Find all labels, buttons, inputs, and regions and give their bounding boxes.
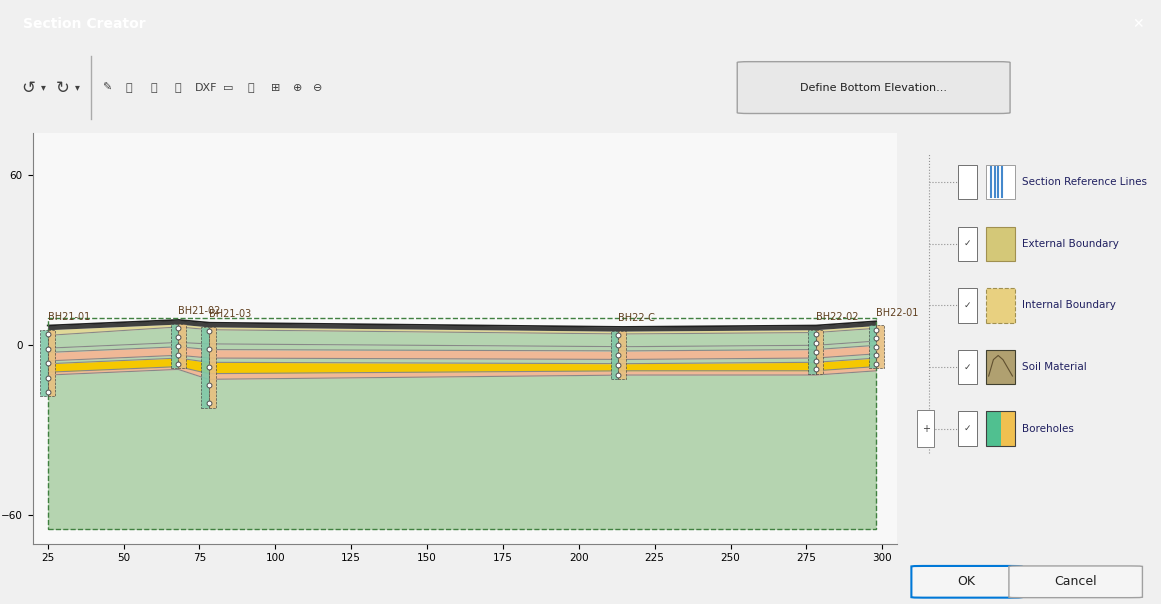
Text: 🗑: 🗑: [125, 83, 132, 92]
Text: ✓: ✓: [964, 362, 971, 371]
Text: ⊕: ⊕: [293, 83, 302, 92]
Bar: [41, 330, 48, 396]
Bar: [958, 411, 976, 446]
FancyBboxPatch shape: [737, 62, 1010, 114]
Text: ✓: ✓: [964, 424, 971, 433]
FancyBboxPatch shape: [911, 566, 1022, 598]
Text: ▾: ▾: [41, 83, 45, 92]
Bar: [958, 288, 976, 323]
Bar: [201, 327, 209, 408]
Bar: [958, 350, 976, 384]
Text: BH21-03: BH21-03: [209, 309, 251, 319]
Bar: [619, 331, 626, 379]
Bar: [987, 411, 1015, 446]
Text: Section Creator: Section Creator: [23, 17, 146, 31]
Text: Section Reference Lines: Section Reference Lines: [1022, 177, 1147, 187]
Bar: [987, 226, 1015, 261]
Text: ▾: ▾: [75, 83, 80, 92]
Text: 🗑: 🗑: [174, 83, 181, 92]
Bar: [958, 226, 976, 261]
Bar: [611, 331, 619, 379]
Bar: [958, 165, 976, 199]
Text: BH22-02: BH22-02: [815, 312, 858, 322]
Text: 🖥: 🖥: [247, 83, 254, 92]
Text: BH22-C: BH22-C: [619, 313, 655, 323]
Text: Boreholes: Boreholes: [1022, 423, 1074, 434]
Text: ↻: ↻: [56, 79, 70, 97]
Text: BH21-02: BH21-02: [178, 306, 221, 316]
Text: Cancel: Cancel: [1054, 575, 1096, 588]
Bar: [987, 288, 1015, 323]
Text: DXF: DXF: [195, 83, 217, 92]
Text: Define Bottom Elevation...: Define Bottom Elevation...: [800, 83, 946, 92]
Bar: [987, 350, 1015, 384]
Text: Soil Material: Soil Material: [1022, 362, 1087, 372]
Text: +: +: [922, 423, 930, 434]
Bar: [209, 327, 216, 408]
Text: ⊞: ⊞: [271, 83, 280, 92]
Text: OK: OK: [957, 575, 975, 588]
Text: ✎: ✎: [102, 83, 111, 92]
Text: ↺: ↺: [21, 79, 35, 97]
Text: ⊖: ⊖: [313, 83, 323, 92]
Text: External Boundary: External Boundary: [1022, 239, 1119, 249]
Bar: [987, 411, 1001, 446]
Bar: [171, 324, 178, 368]
Bar: [987, 165, 1015, 199]
Text: ▭: ▭: [223, 83, 233, 92]
Text: ✓: ✓: [964, 301, 971, 310]
Text: BH21-01: BH21-01: [48, 312, 89, 322]
Bar: [917, 410, 933, 447]
Text: Internal Boundary: Internal Boundary: [1022, 300, 1116, 310]
Bar: [1001, 411, 1015, 446]
Bar: [808, 330, 815, 374]
Text: ✓: ✓: [964, 239, 971, 248]
Bar: [815, 330, 823, 374]
FancyBboxPatch shape: [1009, 566, 1142, 598]
Text: ＋: ＋: [151, 83, 158, 92]
Bar: [48, 318, 877, 530]
Text: ✕: ✕: [1132, 17, 1144, 31]
Bar: [48, 330, 56, 396]
Bar: [877, 326, 884, 368]
Bar: [178, 324, 186, 368]
Text: BH22-01: BH22-01: [877, 307, 918, 318]
Bar: [868, 326, 877, 368]
